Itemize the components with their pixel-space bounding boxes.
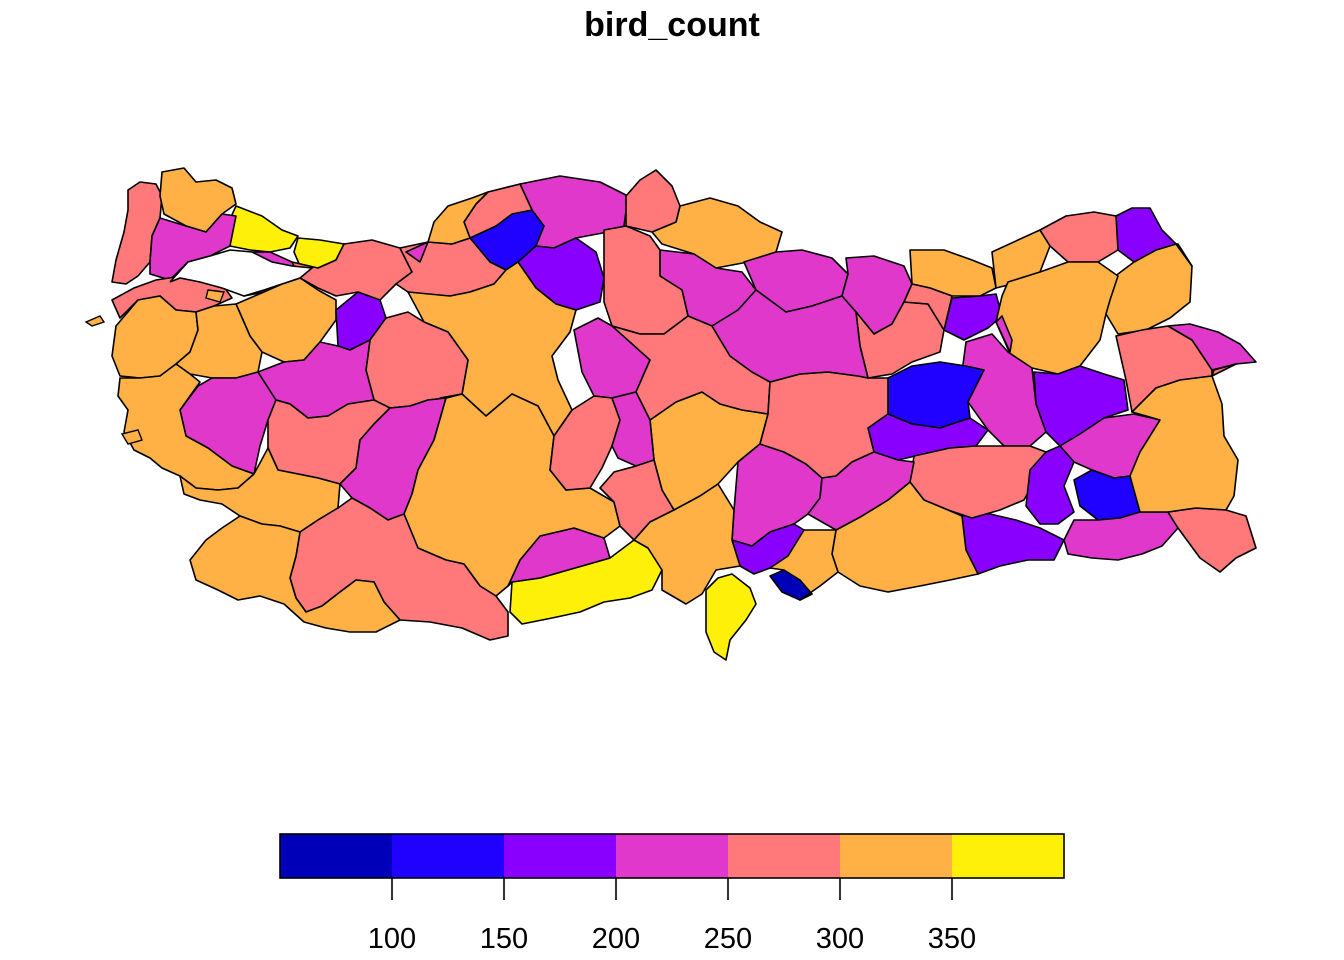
province xyxy=(633,483,741,605)
legend-color-bar xyxy=(279,833,1065,879)
province xyxy=(711,289,869,383)
province xyxy=(807,451,915,531)
island xyxy=(205,289,225,303)
province-layer xyxy=(111,167,1257,661)
province xyxy=(427,191,489,245)
province xyxy=(439,393,463,399)
legend-bin-4 xyxy=(728,834,840,878)
province xyxy=(625,169,681,233)
province xyxy=(1175,243,1193,267)
legend-bin-2 xyxy=(504,834,616,878)
legend-bin-0 xyxy=(280,834,392,878)
map-title: bird_count xyxy=(584,6,760,44)
province xyxy=(1167,323,1257,371)
legend-bin-1 xyxy=(392,834,504,878)
province xyxy=(1167,507,1257,573)
province xyxy=(1129,375,1239,513)
province xyxy=(1063,511,1179,561)
legend-tick-label: 350 xyxy=(928,923,976,955)
province xyxy=(1025,445,1075,525)
legend-bin-5 xyxy=(840,834,952,878)
province xyxy=(903,283,953,331)
province xyxy=(225,205,299,253)
province xyxy=(1105,243,1193,335)
legend-bin-6 xyxy=(952,834,1064,878)
legend-frame xyxy=(279,833,1065,879)
province xyxy=(1211,363,1237,377)
island xyxy=(120,429,143,445)
legend-tick-label: 250 xyxy=(704,923,752,955)
province xyxy=(159,167,237,233)
province xyxy=(943,293,1003,341)
island xyxy=(84,315,106,327)
province xyxy=(1039,211,1119,263)
sea-of-marmara xyxy=(169,249,314,297)
province xyxy=(405,241,429,263)
legend-tick-label: 200 xyxy=(592,923,640,955)
province xyxy=(705,573,757,661)
legend-tick-label: 150 xyxy=(480,923,528,955)
legend-axis: 100 150 200 250 300 350 xyxy=(368,878,976,955)
legend-tick-label: 100 xyxy=(368,923,416,955)
legend-bin-3 xyxy=(616,834,728,878)
province xyxy=(179,447,341,533)
province xyxy=(769,529,839,601)
province xyxy=(189,515,401,633)
province xyxy=(995,315,1013,353)
province xyxy=(519,175,629,249)
legend-tick-label: 300 xyxy=(816,923,864,955)
